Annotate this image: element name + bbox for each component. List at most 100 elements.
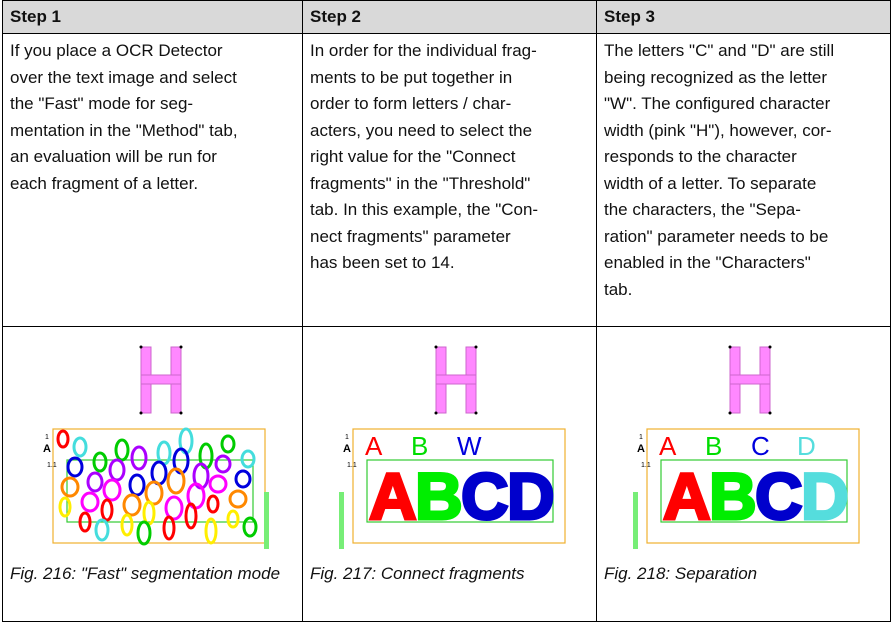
- text-line: the "Fast" mode for seg-: [10, 94, 194, 113]
- marker-label: A: [343, 443, 351, 455]
- tick-label: 1.1: [47, 462, 57, 469]
- fragment: [166, 467, 186, 495]
- text-area: [660, 459, 848, 523]
- text-line: nect fragments" parameter: [310, 226, 511, 246]
- fragment: [60, 476, 80, 498]
- handle: [474, 345, 478, 349]
- fragment: [108, 458, 126, 482]
- fragment: [226, 509, 240, 529]
- text-line: width (pink "H"), however, cor-: [604, 120, 832, 140]
- fragment: [72, 436, 88, 458]
- fragment: [120, 513, 134, 537]
- text-line: being recognized as the letter: [604, 67, 828, 87]
- char-label: B: [411, 431, 428, 461]
- handle: [139, 345, 143, 349]
- char-label: A: [365, 431, 383, 461]
- tick-label: 1.1: [641, 462, 651, 469]
- tick-label: 1: [639, 434, 643, 441]
- char-glyph: C: [755, 459, 803, 533]
- search-area: [352, 428, 566, 544]
- search-area: [646, 428, 860, 544]
- fragment: [214, 454, 232, 474]
- fragment: [240, 449, 256, 469]
- fragment: [144, 480, 164, 506]
- text-line: mentation in the "Method" tab,: [10, 120, 238, 140]
- fragment: [164, 495, 184, 521]
- fragment: [142, 500, 156, 526]
- fragment: [92, 451, 108, 473]
- text-line: order to form letters / char-: [310, 94, 512, 113]
- marker-label: A: [637, 443, 645, 455]
- char-glyph: D: [801, 459, 849, 533]
- handle: [139, 411, 143, 415]
- fragment: [204, 517, 218, 545]
- text-area: [366, 459, 554, 523]
- caption: Fig. 218: Separation: [604, 564, 758, 583]
- figure: A 1 1.1: [43, 345, 269, 549]
- width-marker: [435, 374, 477, 385]
- height-bar: [633, 492, 638, 549]
- text-line: right value for the "Connect: [310, 147, 516, 166]
- char-glyph: C: [461, 459, 509, 533]
- fragment: [228, 489, 248, 509]
- text-cell: The letters "C" and "D" are still being r…: [596, 33, 891, 327]
- text-line: tab. In this example, the "Con-: [310, 200, 539, 219]
- char-label: W: [457, 431, 482, 461]
- handle: [768, 411, 772, 415]
- fragment: [86, 471, 104, 493]
- tick-label: 1: [45, 434, 49, 441]
- height-bar: [339, 492, 344, 549]
- fragment: [184, 502, 198, 530]
- text-line: tab.: [604, 279, 633, 299]
- fragment: [136, 520, 152, 546]
- text-line: In order for the individual frag-: [310, 41, 537, 60]
- header-cell: Step 3: [596, 0, 891, 34]
- handle: [434, 411, 438, 415]
- text-line: has been set to 14.: [310, 253, 455, 272]
- text-cell: In order for the individual frag-ments t…: [302, 33, 597, 327]
- caption: Fig. 216: "Fast" segmentation mode: [10, 564, 281, 583]
- text-line: If you place a OCR Detector: [10, 41, 223, 60]
- handle: [434, 345, 438, 349]
- tick-label: 1.1: [347, 462, 357, 469]
- figure-cell: A 1 1.1 A B W A B C D Fig. 217: Connect fragments: [302, 326, 597, 622]
- handle: [179, 345, 183, 349]
- height-bar: [264, 492, 269, 549]
- handle: [728, 411, 732, 415]
- text-line: responds to the character: [604, 147, 797, 166]
- fragment: [78, 511, 92, 533]
- width-marker: [140, 374, 182, 385]
- char-glyph: B: [415, 459, 463, 533]
- caption: Fig. 217: Connect fragments: [310, 564, 525, 583]
- fragment: [242, 516, 258, 538]
- text-line: the characters, the "Sepa-: [604, 200, 801, 219]
- handle: [768, 345, 772, 349]
- handle: [474, 411, 478, 415]
- text-line: an evaluation will be run for: [10, 147, 217, 166]
- char-glyph: D: [507, 459, 555, 533]
- char-glyph: A: [663, 459, 711, 533]
- fragment: [114, 438, 130, 462]
- fragment: [94, 518, 110, 542]
- width-marker: [729, 374, 771, 385]
- text-line: ments to be put together in: [310, 67, 513, 87]
- fragment: [128, 473, 146, 497]
- handle: [179, 411, 183, 415]
- fragment: [208, 474, 228, 494]
- text-cell: If you place a OCR Detector over the text…: [2, 33, 303, 327]
- text-line: ration" parameter needs to be: [604, 226, 829, 246]
- marker-label: A: [43, 443, 51, 455]
- fragment: [206, 494, 220, 514]
- char-label: A: [659, 431, 677, 461]
- fragment: [80, 491, 100, 513]
- header-cell: Step 1: [2, 0, 303, 34]
- text-line: fragments" in the "Threshold": [310, 173, 531, 193]
- figure-cell: A 1 1.1 Fig. 216: "Fast" segmentation mode: [2, 326, 303, 622]
- fragment: [130, 445, 148, 471]
- char-label: D: [797, 431, 816, 461]
- char-label: B: [705, 431, 722, 461]
- text-line: over the text image and select: [10, 67, 237, 87]
- text-line: The letters "C" and "D" are still: [604, 41, 835, 60]
